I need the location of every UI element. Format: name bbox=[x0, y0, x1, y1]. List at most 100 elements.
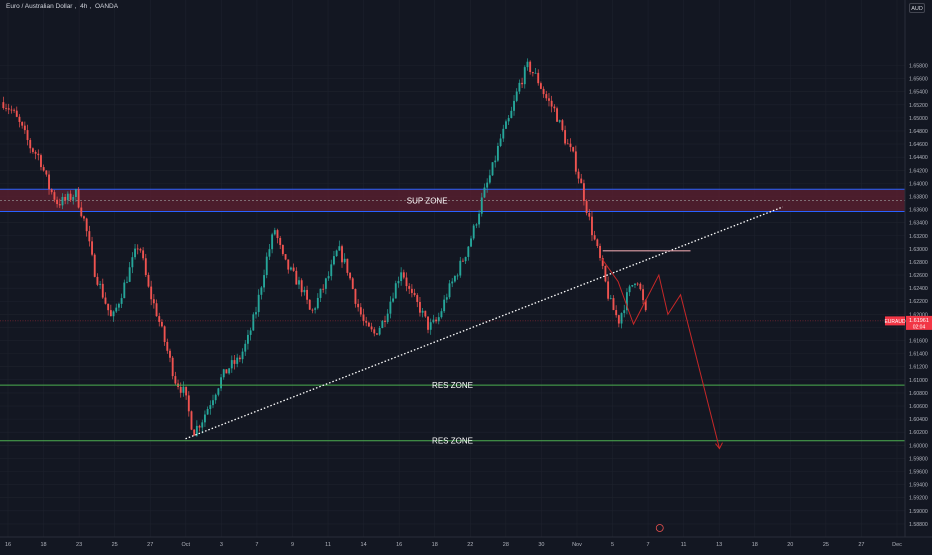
candle-body bbox=[628, 286, 631, 293]
time-tick-label: 28 bbox=[503, 542, 509, 548]
candle-body bbox=[163, 326, 166, 342]
price-tick-label: 1.62600 bbox=[909, 273, 928, 279]
candle-body bbox=[373, 329, 376, 334]
plot-background bbox=[0, 0, 905, 537]
projection-path[interactable] bbox=[601, 258, 720, 449]
time-tick-label: 23 bbox=[76, 542, 82, 548]
price-tick-label: 1.60400 bbox=[909, 417, 928, 423]
candle-body bbox=[203, 414, 206, 423]
candle-body bbox=[26, 130, 29, 141]
candle-body bbox=[58, 204, 61, 206]
candle-body bbox=[139, 249, 142, 251]
candle-body bbox=[550, 100, 553, 107]
candle-body bbox=[327, 276, 330, 279]
candle-body bbox=[64, 196, 67, 201]
candle-body bbox=[330, 264, 333, 277]
candle-body bbox=[531, 72, 534, 74]
candle-body bbox=[537, 72, 540, 84]
candle-body bbox=[112, 311, 115, 317]
candle-body bbox=[435, 319, 438, 322]
candle-body bbox=[15, 110, 18, 117]
candle-body bbox=[252, 314, 255, 331]
candle-body bbox=[609, 298, 612, 299]
candle-body bbox=[456, 275, 459, 277]
candle-body bbox=[190, 411, 193, 430]
symbol-tag bbox=[885, 316, 905, 326]
candle-body bbox=[257, 294, 260, 313]
candle-body bbox=[271, 234, 274, 250]
candle-body bbox=[529, 61, 532, 73]
candle-body bbox=[260, 287, 263, 295]
candle-body bbox=[21, 121, 24, 126]
candle-body bbox=[2, 102, 5, 109]
candle-body bbox=[459, 260, 462, 276]
time-tick-label: 22 bbox=[467, 542, 473, 548]
candle-body bbox=[448, 283, 451, 298]
candle-body bbox=[612, 298, 615, 311]
candle-body bbox=[475, 224, 478, 226]
candle-body bbox=[620, 313, 623, 324]
candle-body bbox=[7, 108, 10, 110]
candle-body bbox=[392, 298, 395, 302]
candle-body bbox=[23, 125, 26, 131]
candle-body bbox=[346, 258, 349, 273]
candle-body bbox=[601, 257, 604, 266]
candle-body bbox=[150, 286, 153, 300]
candle-body bbox=[233, 360, 236, 364]
price-tick-label: 1.60800 bbox=[909, 391, 928, 397]
candle-body bbox=[513, 100, 515, 111]
price-tick-label: 1.58800 bbox=[909, 522, 928, 528]
candle-body bbox=[381, 320, 384, 328]
candle-body bbox=[405, 277, 408, 287]
candle-body bbox=[99, 283, 102, 285]
candle-body bbox=[220, 377, 222, 389]
chart-title: Euro / Australian Dollar, 4h, OANDA bbox=[6, 3, 119, 10]
candle-body bbox=[561, 120, 564, 131]
candle-body bbox=[263, 275, 266, 288]
price-tick-label: 1.62000 bbox=[909, 312, 928, 318]
event-marker-icon[interactable] bbox=[655, 524, 664, 532]
candle-body bbox=[324, 278, 327, 289]
candle-body bbox=[131, 257, 134, 268]
candle-body bbox=[214, 394, 217, 401]
candle-body bbox=[18, 116, 21, 122]
candle-body bbox=[585, 201, 588, 214]
candle-body bbox=[419, 302, 421, 313]
candle-body bbox=[496, 145, 499, 161]
candle-body bbox=[179, 386, 182, 393]
price-tick-label: 1.65800 bbox=[909, 63, 928, 69]
candle-body bbox=[238, 357, 241, 360]
candle-body bbox=[128, 267, 131, 282]
price-tick-label: 1.59800 bbox=[909, 456, 928, 462]
candle-body bbox=[155, 303, 158, 317]
currency-badge[interactable]: AUD bbox=[909, 3, 925, 13]
candle-body bbox=[623, 310, 626, 314]
candle-body bbox=[322, 288, 325, 290]
candle-body bbox=[499, 138, 502, 146]
candle-body bbox=[249, 330, 252, 335]
candle-body bbox=[542, 88, 545, 95]
candle-body bbox=[308, 299, 311, 310]
candle-body bbox=[225, 369, 228, 374]
price-axis[interactable] bbox=[905, 0, 932, 550]
candle-body bbox=[421, 310, 424, 313]
candle-body bbox=[56, 199, 59, 205]
candle-body bbox=[29, 140, 32, 149]
candle-body bbox=[413, 292, 416, 296]
candle-body bbox=[42, 167, 45, 171]
candle-body bbox=[354, 289, 357, 304]
candle-body bbox=[195, 425, 198, 436]
candle-body bbox=[316, 297, 319, 309]
candle-body bbox=[642, 289, 644, 301]
candle-body bbox=[596, 239, 599, 246]
time-axis[interactable] bbox=[0, 537, 932, 550]
price-tick-label: 1.65400 bbox=[909, 90, 928, 96]
candle-body bbox=[182, 386, 185, 393]
candle-body bbox=[580, 178, 583, 184]
price-tick-label: 1.60000 bbox=[909, 443, 928, 449]
candle-body bbox=[83, 216, 85, 219]
candle-body bbox=[91, 241, 93, 255]
candle-body bbox=[593, 235, 596, 240]
